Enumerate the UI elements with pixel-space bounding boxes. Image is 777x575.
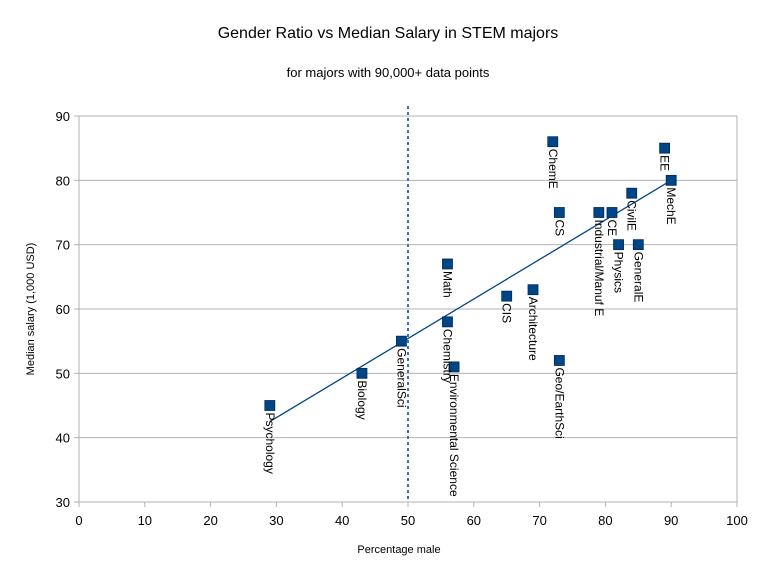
x-tick-label: 30 (269, 513, 283, 528)
data-point (553, 207, 565, 218)
data-label: CIS (500, 303, 514, 323)
data-label: Psychology (263, 413, 277, 474)
data-point (442, 258, 453, 270)
data-label: Math (440, 271, 454, 298)
y-tick-label: 80 (56, 173, 70, 188)
x-tick-label: 60 (467, 513, 481, 528)
data-point (442, 316, 453, 328)
data-label: Industrial/Manuf E (592, 220, 606, 317)
y-tick-label: 90 (56, 109, 70, 124)
data-label: GeneralSci (394, 348, 408, 407)
data-point (659, 142, 671, 154)
data-point (606, 207, 618, 218)
data-point (626, 187, 638, 199)
chart-title: Gender Ratio vs Median Salary in STEM ma… (218, 25, 559, 42)
x-tick-label: 100 (726, 513, 748, 528)
chart-subtitle: for majors with 90,000+ data points (287, 65, 490, 80)
data-point (665, 174, 677, 186)
data-label: Architecture (526, 297, 540, 361)
data-point (448, 361, 460, 373)
data-label: GeneralE (631, 252, 645, 303)
data-label: Chemistry (440, 329, 454, 383)
data-points (264, 136, 677, 411)
trendline (269, 179, 672, 423)
data-label: CS (552, 220, 566, 237)
y-tick-label: 50 (56, 366, 70, 381)
data-point (396, 335, 407, 347)
x-tick-label: 10 (138, 513, 152, 528)
data-label: MechE (664, 187, 678, 224)
data-point (547, 136, 559, 148)
data-point (527, 284, 539, 296)
data-label: CE (605, 220, 619, 237)
x-tick-label: 20 (203, 513, 217, 528)
x-tick-label: 40 (335, 513, 349, 528)
y-tick-label: 70 (56, 238, 70, 253)
data-label: EE (658, 155, 672, 171)
x-tick-label: 80 (598, 513, 612, 528)
y-axis-label: Median salary (1,000 USD) (25, 243, 37, 376)
data-label: Physics (612, 252, 626, 293)
x-tick-label: 70 (532, 513, 546, 528)
data-label: Geo/EarthSci (552, 367, 566, 438)
x-tick-label: 90 (664, 513, 678, 528)
data-label: Environmental Science (447, 374, 461, 497)
y-tick-label: 40 (56, 431, 70, 446)
x-tick-label: 50 (401, 513, 415, 528)
data-point (632, 239, 644, 251)
data-label: CivilE (625, 200, 639, 231)
axes (74, 115, 738, 507)
data-label: Biology (355, 380, 369, 419)
data-point (553, 355, 565, 366)
data-label: ChemE (546, 149, 560, 189)
data-point (264, 400, 276, 411)
data-labels: Psychology Biology GeneralSci Math Chemistry… (263, 149, 678, 497)
data-point (593, 207, 605, 218)
data-point (613, 239, 624, 251)
tick-labels: 30 40 50 60 70 80 90 0 10 20 30 40 50 60 70 80 90 100 (56, 109, 748, 528)
data-point (501, 290, 513, 302)
y-tick-label: 30 (56, 495, 70, 510)
trendline-group (269, 179, 672, 423)
x-axis-label: Percentage male (357, 544, 440, 556)
y-tick-label: 60 (56, 302, 70, 317)
x-tick-label: 0 (75, 513, 82, 528)
data-point (356, 367, 368, 379)
